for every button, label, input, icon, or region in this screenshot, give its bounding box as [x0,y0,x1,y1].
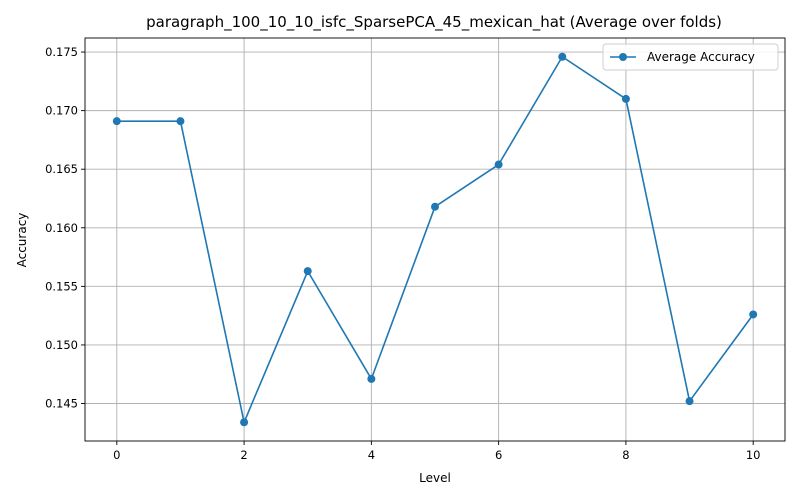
x-axis-label: Level [419,471,451,485]
x-tick-label: 4 [368,448,375,462]
x-tick-label: 10 [746,448,761,462]
series-line-0 [116,55,754,424]
data-point [176,117,185,126]
data-point [494,160,503,169]
legend-entry-average-accuracy: Average Accuracy [647,50,755,64]
y-axis-label: Accuracy [15,213,29,268]
data-point [303,267,312,276]
y-tick-label: 0.165 [45,162,78,176]
chart-title: paragraph_100_10_10_isfc_SparsePCA_45_me… [146,13,722,32]
y-tick-label: 0.170 [45,104,78,118]
data-point [558,52,567,61]
series-layer [112,52,758,427]
x-tick-label: 6 [495,448,502,462]
legend: Average Accuracy [602,43,779,71]
y-tick-label: 0.150 [45,338,78,352]
x-tick-label: 8 [622,448,629,462]
legend-box [602,43,779,71]
data-point [367,374,376,383]
data-point [240,418,249,427]
x-tick-label: 2 [240,448,247,462]
y-tick-label: 0.160 [45,221,78,235]
data-point [431,202,439,211]
data-point [685,397,694,406]
y-tick-label: 0.155 [45,279,78,293]
plot-frame [84,37,786,442]
grid-layer [85,38,785,441]
data-point [621,94,630,103]
x-tick-label: 0 [113,448,120,462]
y-tick-label: 0.145 [45,397,78,411]
y-tick-label: 0.175 [45,45,78,59]
legend-marker-swatch [619,53,627,61]
data-point [749,310,758,319]
tick-layer: 0 2 4 6 8 10 0.145 0.150 0.155 0.160 0.165 0.170 0.1… [45,45,760,462]
data-point [112,117,121,126]
